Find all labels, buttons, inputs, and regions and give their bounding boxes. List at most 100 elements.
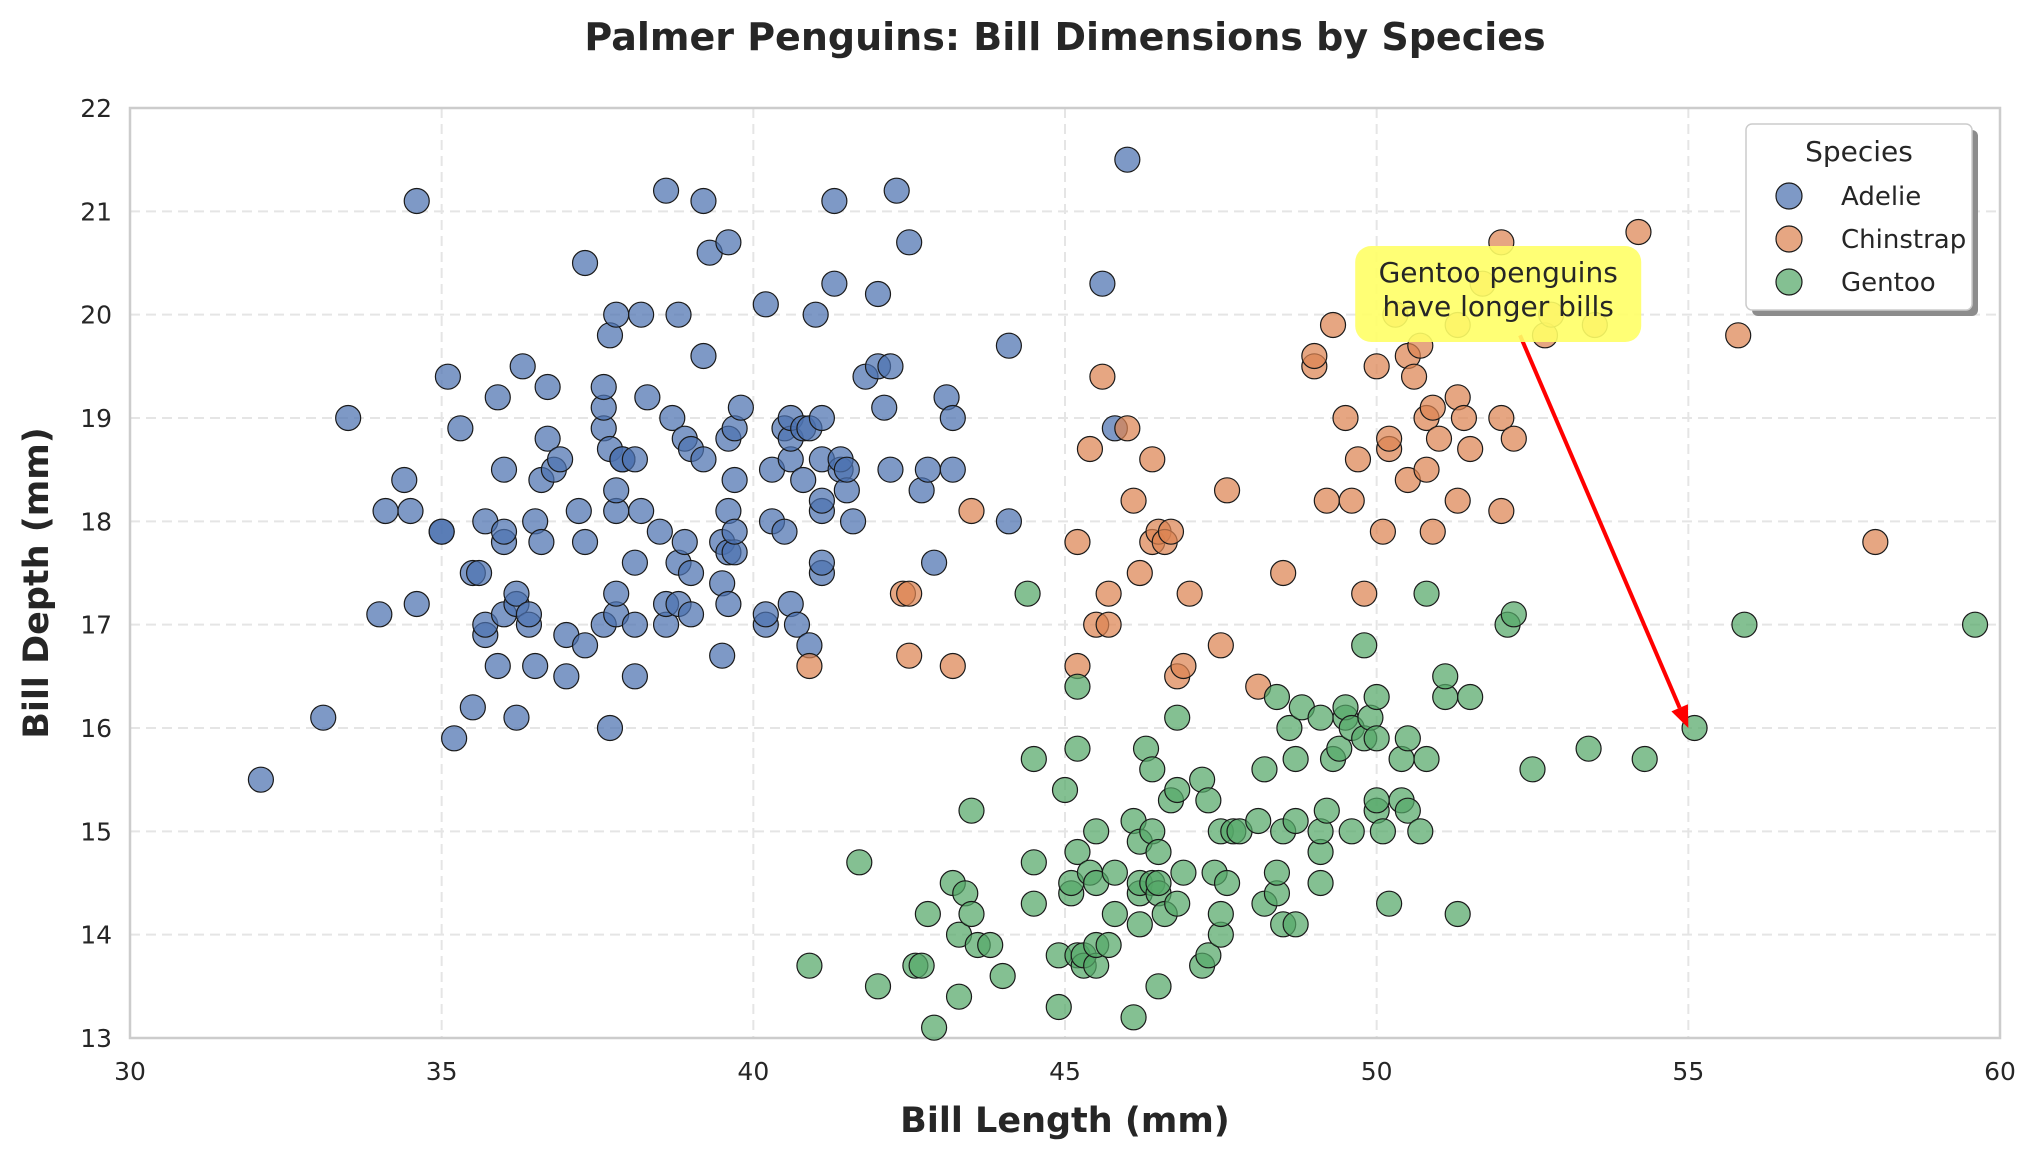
- data-point: [721, 518, 748, 545]
- data-point: [1862, 528, 1889, 556]
- data-point: [366, 601, 393, 628]
- data-point: [465, 559, 493, 587]
- data-point: [1213, 869, 1241, 897]
- annotation-arrow: [1518, 334, 1682, 709]
- legend: Species Adelie Chinstrap Gentoo: [1745, 123, 1978, 316]
- data-point: [671, 528, 698, 556]
- data-point: [434, 363, 461, 390]
- y-tick-label: 21: [80, 197, 112, 226]
- data-point: [1319, 311, 1347, 339]
- data-point: [372, 497, 399, 525]
- data-point: [621, 611, 649, 638]
- data-point: [1145, 973, 1172, 1000]
- data-point: [490, 456, 518, 483]
- data-point: [403, 590, 430, 618]
- data-point: [721, 466, 748, 494]
- x-tick-label: 45: [1049, 1057, 1081, 1086]
- data-point: [727, 394, 754, 421]
- data-point: [335, 404, 362, 432]
- data-point: [920, 1014, 948, 1041]
- data-point: [896, 642, 923, 669]
- y-tick-label: 19: [80, 404, 112, 433]
- data-point: [528, 528, 555, 556]
- data-point: [839, 508, 867, 535]
- data-point: [1045, 993, 1072, 1021]
- data-point: [596, 714, 624, 742]
- data-point: [690, 342, 717, 370]
- data-point: [709, 642, 736, 669]
- data-point: [808, 404, 836, 432]
- series-chinstrap: [796, 218, 1889, 700]
- data-point: [1425, 425, 1453, 452]
- data-point: [1413, 456, 1440, 483]
- data-point: [1139, 756, 1166, 783]
- data-point: [1089, 363, 1116, 390]
- data-point: [1126, 911, 1153, 938]
- data-point: [484, 652, 511, 680]
- data-point: [883, 177, 910, 204]
- x-tick-label: 40: [737, 1057, 769, 1086]
- data-point: [1176, 580, 1203, 607]
- data-point: [790, 466, 817, 494]
- data-point: [1444, 900, 1471, 928]
- data-point: [621, 446, 649, 473]
- legend-label: Adelie: [1841, 182, 1921, 212]
- data-points: [247, 146, 1989, 1041]
- data-point: [871, 394, 898, 421]
- data-point: [503, 580, 530, 607]
- data-point: [503, 704, 530, 731]
- data-point: [846, 849, 873, 876]
- data-point: [877, 456, 904, 483]
- data-point: [628, 497, 655, 525]
- y-tick-label: 17: [80, 611, 112, 640]
- data-point: [1301, 342, 1328, 370]
- data-point: [1407, 818, 1434, 845]
- data-point: [939, 404, 966, 432]
- data-point: [958, 900, 985, 928]
- data-point: [1270, 559, 1297, 587]
- data-point: [1413, 580, 1440, 607]
- data-point: [1363, 683, 1390, 711]
- data-point: [1195, 787, 1222, 814]
- x-tick-label: 50: [1361, 1057, 1393, 1086]
- x-tick-label: 60: [1984, 1057, 2016, 1086]
- legend-label: Gentoo: [1841, 268, 1936, 298]
- data-point: [1282, 745, 1309, 773]
- data-point: [571, 528, 599, 556]
- data-point: [1020, 849, 1047, 876]
- data-point: [652, 177, 680, 204]
- data-point: [1413, 745, 1440, 773]
- y-axis-ticks: 13 14 15 16 17 18 19 20 21 22: [80, 94, 112, 1053]
- data-point: [1363, 725, 1390, 752]
- data-point: [1014, 580, 1041, 607]
- annotation-text-line: have longer bills: [1383, 290, 1614, 323]
- data-point: [1432, 663, 1459, 690]
- data-point: [428, 518, 455, 545]
- data-point: [1095, 611, 1122, 638]
- data-point: [1101, 859, 1128, 886]
- data-point: [1263, 683, 1291, 711]
- data-point: [808, 549, 836, 576]
- data-point: [995, 332, 1023, 359]
- data-point: [459, 694, 486, 721]
- data-point: [603, 301, 630, 328]
- annotation-arrowhead: [1671, 704, 1689, 728]
- data-point: [490, 518, 518, 545]
- data-point: [958, 797, 985, 824]
- data-point: [1207, 900, 1234, 928]
- data-point: [1631, 745, 1658, 773]
- data-point: [1089, 270, 1116, 297]
- legend-marker: [1775, 182, 1803, 210]
- data-point: [1575, 735, 1602, 762]
- data-point: [896, 580, 923, 607]
- data-point: [1083, 818, 1110, 845]
- data-point: [1457, 683, 1484, 711]
- data-point: [1095, 931, 1122, 959]
- data-point: [1164, 704, 1191, 731]
- x-axis-ticks: 30 35 40 45 50 55 60: [114, 1057, 2016, 1086]
- data-point: [914, 900, 941, 928]
- data-point: [1064, 735, 1091, 762]
- data-point: [1725, 322, 1752, 349]
- y-axis-label: Bill Depth (mm): [17, 427, 57, 738]
